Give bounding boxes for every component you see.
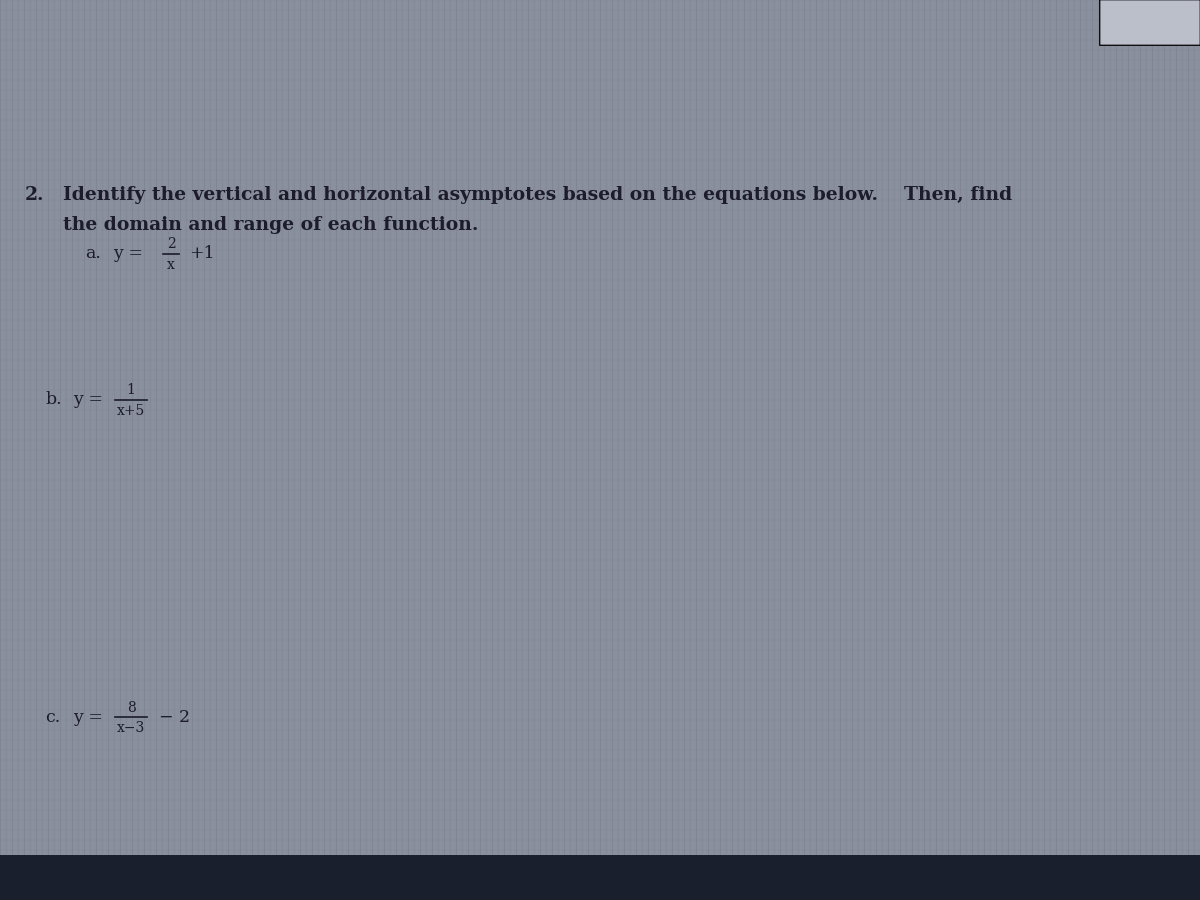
Text: c.: c. bbox=[46, 708, 60, 725]
Text: y =: y = bbox=[73, 392, 108, 409]
Text: the domain and range of each function.: the domain and range of each function. bbox=[64, 216, 479, 234]
Text: 8: 8 bbox=[127, 701, 136, 715]
Text: y =: y = bbox=[113, 246, 149, 263]
Text: a.: a. bbox=[85, 246, 101, 263]
Text: Identify the vertical and horizontal asymptotes based on the equations below.   : Identify the vertical and horizontal asy… bbox=[64, 186, 1013, 204]
Text: x−3: x−3 bbox=[116, 721, 145, 735]
Text: 2: 2 bbox=[167, 237, 175, 251]
FancyBboxPatch shape bbox=[1099, 0, 1200, 45]
Text: − 2: − 2 bbox=[158, 708, 190, 725]
Text: b.: b. bbox=[46, 392, 61, 409]
Text: 1: 1 bbox=[126, 383, 136, 397]
Text: x: x bbox=[167, 258, 175, 272]
Text: +1: +1 bbox=[190, 246, 215, 263]
Text: x+5: x+5 bbox=[116, 404, 145, 418]
Text: 2.: 2. bbox=[25, 186, 44, 204]
Text: y =: y = bbox=[73, 708, 108, 725]
Bar bbox=[0, 855, 1200, 900]
